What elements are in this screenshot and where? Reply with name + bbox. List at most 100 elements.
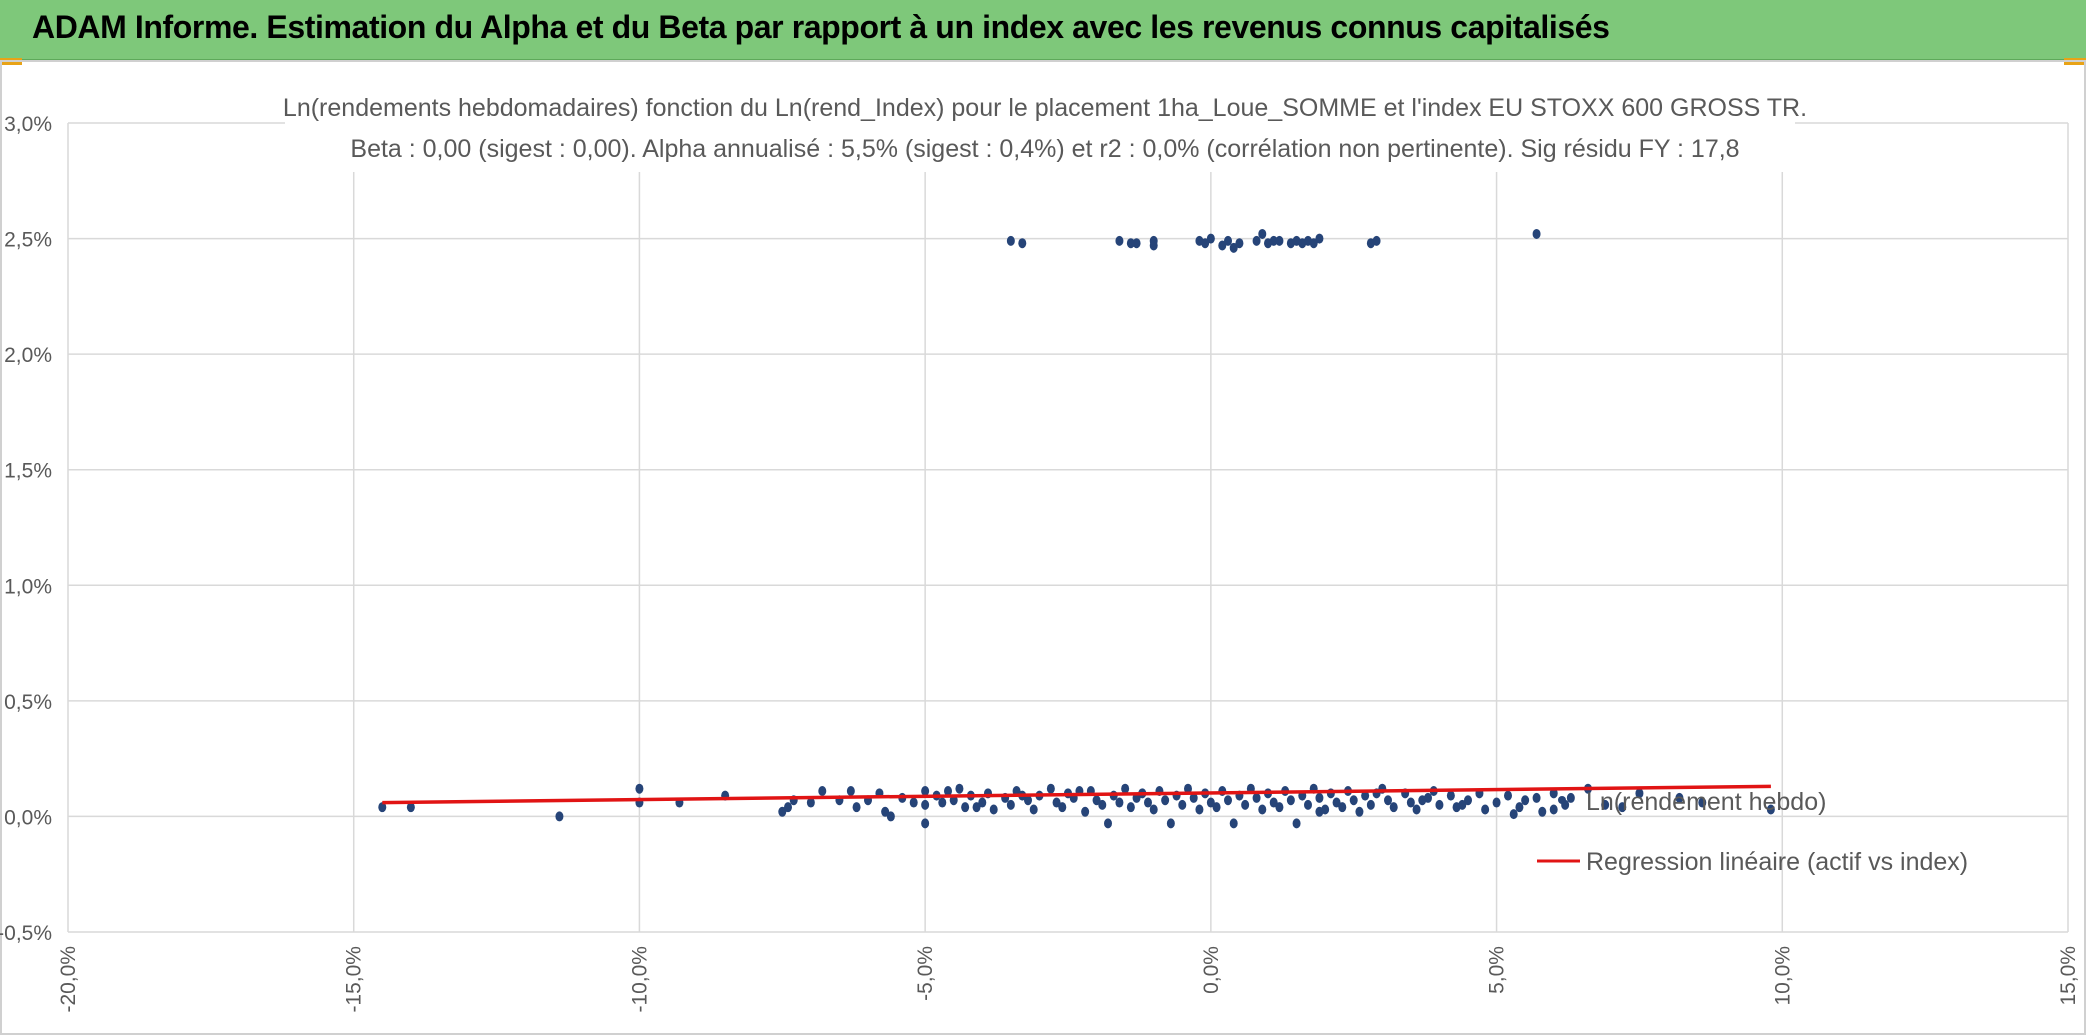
data-point [406,802,415,813]
data-point [1355,806,1364,817]
data-point [949,795,958,806]
data-point [1184,783,1192,794]
x-tick-label: -15,0% [343,946,366,1013]
chart-subtitle: Beta : 0,00 (sigest : 0,00). Alpha annua… [350,135,1739,163]
data-point [1235,238,1244,249]
x-tick-label: 10,0% [1771,946,1794,1006]
data-point [1698,797,1707,808]
data-point [1549,788,1558,799]
data-point [1029,804,1038,815]
data-point [1675,792,1684,803]
data-point [1121,783,1130,794]
data-point [1372,235,1381,246]
x-tick-label: -20,0% [57,946,80,1013]
data-point [1418,795,1427,806]
data-point [1532,792,1541,803]
data-point [1349,795,1358,806]
data-point [1538,806,1547,817]
data-point [961,802,970,813]
data-point [1241,799,1250,810]
data-point [1389,802,1398,813]
data-point [1504,790,1512,801]
data-point [1206,233,1215,244]
x-tick-label: 5,0% [1486,946,1509,994]
data-point [1189,792,1198,803]
data-point [1229,242,1238,253]
legend: Ln(rendement hebdo) Regression linéaire … [1537,788,1968,876]
data-point [1258,228,1267,239]
regression-layer [382,784,1771,805]
x-tick-label: 0,0% [1200,946,1223,994]
title-background [285,86,1795,172]
data-point [1212,802,1221,813]
y-tick-label: 2,5% [4,229,52,252]
data-point [784,802,792,813]
data-point [1464,795,1472,806]
data-point [1258,804,1267,815]
header-title: ADAM Informe. Estimation du Alpha et du … [32,9,1610,45]
data-point [1446,790,1455,801]
data-point [1218,240,1227,251]
data-point [1315,792,1324,803]
legend-swatch-scatter [1558,796,1566,804]
data-point [1532,228,1541,239]
data-point [1549,804,1558,815]
data-point [1126,802,1135,813]
data-point [989,804,998,815]
data-point [1458,799,1467,810]
data-point [1315,806,1324,817]
data-point [635,783,644,794]
y-tick-label: 3,0% [4,113,52,136]
data-point [378,802,387,813]
data-point [1224,795,1232,806]
data-point [921,799,930,810]
data-point [1195,804,1204,815]
data-point [1269,235,1278,246]
data-point [1224,235,1232,246]
data-point [972,802,981,813]
data-point [806,797,815,808]
data-point [1115,797,1124,808]
chart-frame [0,60,2086,1035]
data-point [978,797,987,808]
data-point [1492,797,1501,808]
chart-title: Ln(rendements hebdomadaires) fonction du… [283,94,1807,122]
data-point [1058,802,1067,813]
data-point [944,786,952,797]
data-point [921,786,930,797]
data-point [1126,238,1135,249]
data-point [818,786,827,797]
grid [67,122,2069,933]
data-point [852,802,861,813]
data-point [1435,799,1444,810]
data-point [1092,795,1101,806]
data-point [1052,797,1061,808]
tick-labels: 3,0% 2,5% 2,0% 1,5% 1,0% 0,5% 0,0% -0,5%-20,0% -… [0,113,2080,1013]
data-point [1338,802,1347,813]
y-tick-label: 0,0% [4,806,52,829]
data-point [1046,783,1055,794]
data-point [1269,797,1278,808]
data-point [1481,804,1490,815]
data-point [555,811,564,822]
data-point [1275,802,1284,813]
legend-label-regression: Regression linéaire (actif vs index) [1586,848,1968,876]
data-point [1286,795,1295,806]
data-point [1252,235,1261,246]
data-point [1081,806,1090,817]
data-point [1292,818,1301,829]
data-point [1104,818,1112,829]
data-point [1098,799,1107,810]
data-point [1229,818,1238,829]
data-point [1275,235,1284,246]
data-point [846,786,855,797]
header-bar: ADAM Informe. Estimation du Alpha et du … [0,0,2086,60]
data-point [1315,233,1324,244]
regression-line [382,784,1771,805]
data-point [1018,238,1027,249]
data-point [1412,804,1421,815]
data-point [1384,795,1392,806]
data-point [1304,799,1312,810]
data-point [1132,238,1141,249]
